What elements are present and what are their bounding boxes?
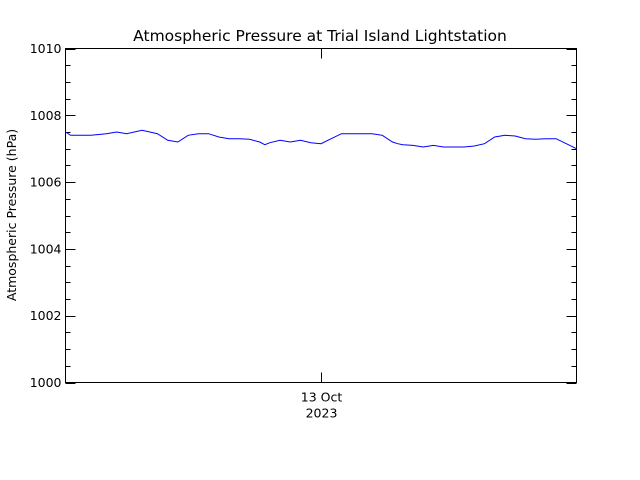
y-tick-label: 1002 xyxy=(30,308,62,323)
y-tick-label: 1008 xyxy=(30,108,62,123)
x-tick-label-date: 13 Oct xyxy=(301,390,343,405)
y-tick-label: 1006 xyxy=(30,175,62,190)
chart-title: Atmospheric Pressure at Trial Island Lig… xyxy=(133,27,507,45)
y-tick-label: 1004 xyxy=(30,241,62,256)
series-layer xyxy=(65,129,577,150)
y-tick-label: 1000 xyxy=(30,375,62,390)
pressure-series-line xyxy=(65,129,577,150)
x-tick-label-year: 2023 xyxy=(306,406,338,421)
y-axis-ticks: 1000 1002 1004 1006 1008 1010 xyxy=(30,41,577,390)
y-axis-label: Atmospheric Pressure (hPa) xyxy=(4,129,19,301)
plot-frame xyxy=(65,48,577,383)
y-tick-label: 1010 xyxy=(30,41,62,56)
